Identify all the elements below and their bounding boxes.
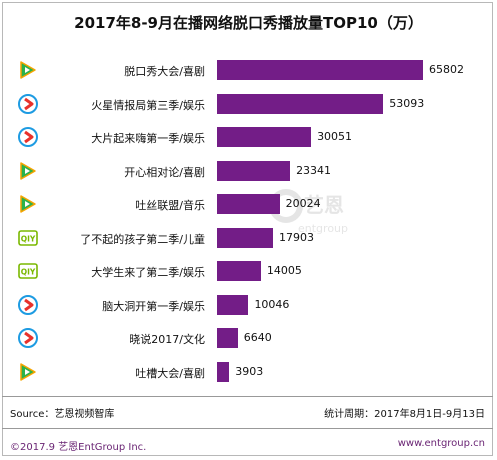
- bar: [217, 93, 384, 114]
- category-label: 火星情报局第三季/娱乐: [91, 98, 205, 112]
- website-link[interactable]: www.entgroup.cn: [397, 438, 485, 449]
- value-label: 20024: [285, 197, 321, 210]
- value-label: 17903: [279, 230, 315, 244]
- youku-icon: [18, 328, 38, 348]
- value-label: 30051: [317, 130, 353, 143]
- bar: [217, 261, 261, 281]
- category-label: 开心相对论/喜剧: [124, 165, 205, 179]
- bar: [217, 328, 238, 348]
- tencent-video-icon: [18, 161, 38, 181]
- category-label: 大学生来了第二季/娱乐: [91, 266, 205, 279]
- category-label: 晓说2017/文化: [129, 333, 205, 346]
- entgroup-watermark: 艺恩 entgroup: [269, 189, 348, 235]
- svg-text:艺恩: 艺恩: [304, 193, 344, 217]
- iqiyi-icon: QIY: [18, 261, 38, 281]
- youku-icon: [18, 127, 38, 147]
- bar: [217, 127, 312, 147]
- iqiyi-icon: QIY: [18, 228, 38, 248]
- svg-text:QIY: QIY: [21, 268, 36, 277]
- youku-icon: [18, 93, 38, 114]
- svg-text:entgroup: entgroup: [298, 222, 348, 235]
- bar: [217, 160, 291, 181]
- value-label: 3903: [235, 364, 264, 378]
- bar: [217, 60, 423, 80]
- value-label: 53093: [389, 96, 425, 110]
- chart-frame: [2, 2, 493, 456]
- bar: [217, 227, 274, 248]
- category-label: 脑大洞开第一季/娱乐: [102, 299, 205, 313]
- copyright-text: ©2017.9 艺恩EntGroup Inc.: [10, 442, 147, 453]
- tencent-video-icon: [18, 194, 38, 214]
- youku-icon: [18, 294, 38, 315]
- value-label: 23341: [296, 163, 332, 177]
- value-label: 6640: [243, 331, 272, 344]
- value-label: 14005: [266, 264, 302, 277]
- source-text: Source：艺恩视频智库: [10, 409, 115, 420]
- category-label: 了不起的孩子第二季/儿童: [80, 232, 205, 246]
- period-text: 统计周期：2017年8月1日-9月13日: [324, 409, 485, 420]
- chart-title: 2017年8-9月在播网络脱口秀播放量TOP10（万）: [74, 14, 423, 32]
- source-divider: [2, 396, 493, 397]
- svg-text:QIY: QIY: [21, 234, 36, 243]
- bar: [217, 361, 230, 382]
- bar: [217, 294, 249, 315]
- tencent-video-icon: [18, 362, 38, 382]
- bar: [217, 194, 280, 214]
- category-label: 吐槽大会/喜剧: [135, 366, 205, 380]
- value-label: 65802: [429, 63, 464, 76]
- footer-divider: [2, 428, 493, 429]
- tencent-video-icon: [18, 60, 38, 80]
- category-label: 脱口秀大会/喜剧: [124, 65, 205, 78]
- category-label: 大片起来嗨第一季/娱乐: [91, 132, 205, 145]
- value-label: 10046: [254, 297, 290, 311]
- category-label: 吐丝联盟/音乐: [135, 199, 205, 212]
